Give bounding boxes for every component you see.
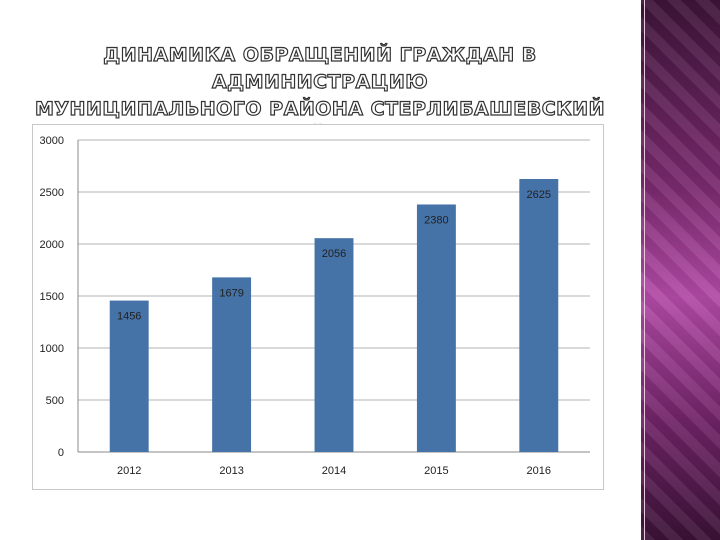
x-tick-label: 2015 [424, 465, 448, 477]
data-label: 1456 [117, 311, 141, 323]
x-tick-label: 2014 [322, 465, 346, 477]
bar [519, 179, 559, 452]
bar [416, 204, 456, 452]
side-panel-divider [644, 0, 645, 540]
y-tick-label: 2000 [40, 239, 64, 251]
bar [109, 300, 149, 452]
data-label: 2625 [527, 189, 551, 201]
data-labels: 1456 1679 2056 2380 2625 [117, 189, 551, 323]
y-axis-ticks: 0 500 1000 1500 2000 2500 3000 [40, 135, 64, 459]
decorative-side-panel [641, 0, 720, 540]
x-tick-label: 2012 [117, 465, 141, 477]
y-tick-label: 1500 [40, 291, 64, 303]
bar [314, 238, 354, 452]
x-tick-label: 2016 [527, 465, 551, 477]
data-label: 1679 [219, 287, 243, 299]
chart-frame: 1456 1679 2056 2380 2625 0 500 1000 1500 2000 250… [32, 124, 604, 490]
y-tick-label: 3000 [40, 135, 64, 147]
y-tick-label: 500 [46, 395, 64, 407]
y-tick-label: 2500 [40, 187, 64, 199]
y-tick-label: 0 [58, 447, 64, 459]
bars [109, 179, 559, 452]
y-tick-label: 1000 [40, 343, 64, 355]
bar [212, 277, 252, 452]
x-axis-ticks: 2012 2013 2014 2015 2016 [117, 465, 551, 477]
bar-chart: 1456 1679 2056 2380 2625 0 500 1000 1500 2000 250… [40, 135, 590, 477]
x-tick-label: 2013 [219, 465, 243, 477]
data-label: 2056 [322, 248, 346, 260]
data-label: 2380 [424, 214, 448, 226]
